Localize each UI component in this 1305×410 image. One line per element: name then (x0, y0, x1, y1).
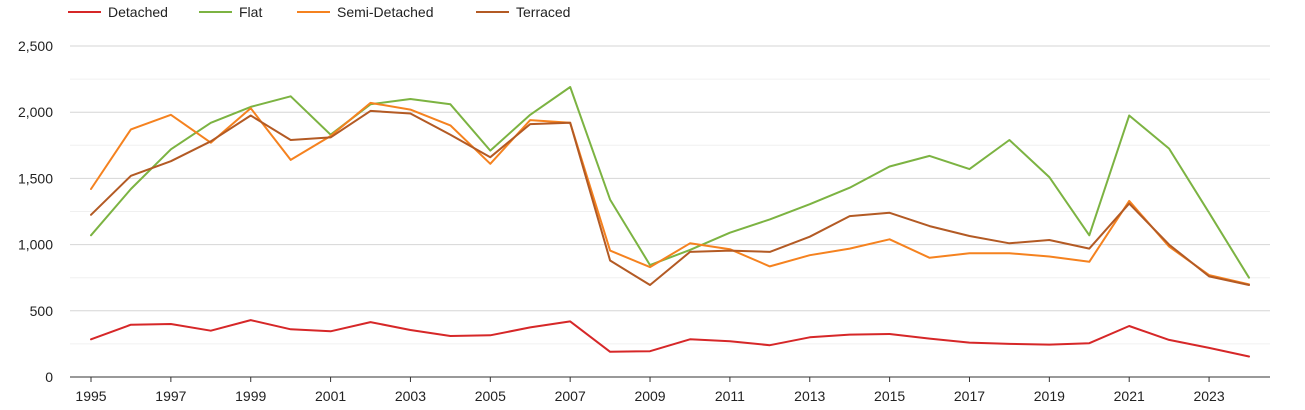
y-tick-label: 2,000 (18, 104, 53, 120)
series-line-semi-detached (90, 101, 1250, 286)
y-tick-label: 1,500 (18, 170, 53, 186)
x-tick-label: 2015 (874, 388, 905, 404)
x-tick-label: 2023 (1193, 388, 1224, 404)
x-tick-label: 2019 (1034, 388, 1065, 404)
y-tick-label: 1,000 (18, 237, 53, 253)
grid-lines (70, 45, 1270, 345)
x-tick-label: 2017 (954, 388, 985, 404)
x-tick-label: 2007 (555, 388, 586, 404)
x-tick-label: 1995 (75, 388, 106, 404)
x-tick-label: 2013 (794, 388, 825, 404)
x-tick-label: 2005 (475, 388, 506, 404)
y-tick-label: 2,500 (18, 38, 53, 54)
x-tick-label: 2009 (634, 388, 665, 404)
x-tick-label: 2001 (315, 388, 346, 404)
x-tick-label: 1999 (235, 388, 266, 404)
legend: Detached Flat Semi-Detached Terraced (68, 4, 570, 20)
y-tick-label: 500 (30, 303, 54, 319)
series-line-detached (90, 319, 1250, 358)
x-tick-label: 2021 (1114, 388, 1145, 404)
x-axis: 1995 1997 1999 2001 2003 2005 2007 2009 2011 2013… (70, 376, 1270, 404)
y-tick-label: 0 (45, 369, 53, 385)
legend-label: Detached (108, 4, 168, 20)
series-lines (90, 86, 1250, 358)
y-axis: 0 500 1,000 1,500 2,000 2,500 (18, 38, 53, 385)
x-tick-label: 1997 (155, 388, 186, 404)
x-tick-label: 2003 (395, 388, 426, 404)
series-line-flat (90, 86, 1250, 279)
legend-label: Semi-Detached (337, 4, 434, 20)
legend-label: Terraced (516, 4, 570, 20)
series-line-terraced (90, 109, 1250, 286)
legend-label: Flat (239, 4, 262, 20)
x-tick-label: 2011 (715, 388, 745, 404)
